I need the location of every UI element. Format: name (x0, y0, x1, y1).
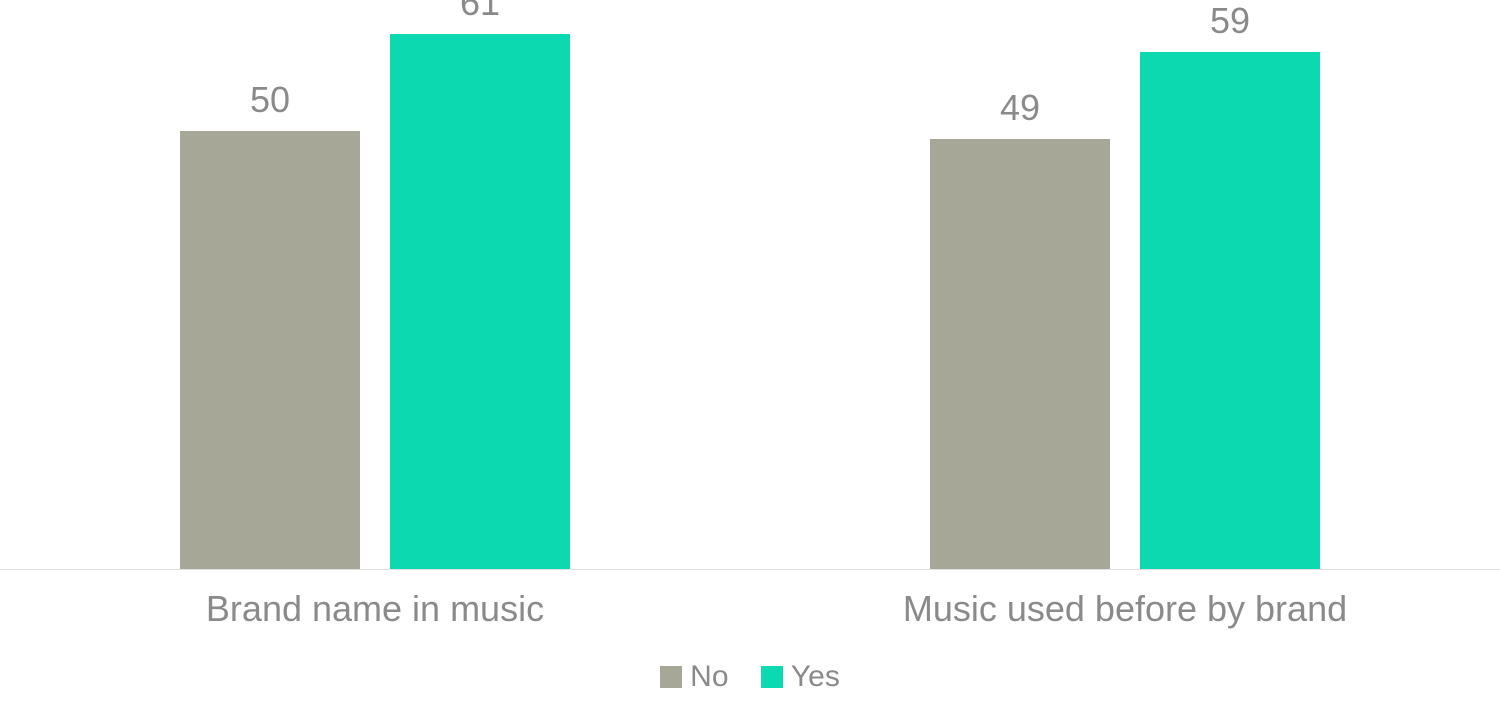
bar-no (930, 139, 1110, 569)
bar-value-label: 49 (930, 87, 1110, 129)
legend-label: Yes (791, 660, 840, 694)
bar-yes (390, 34, 570, 569)
legend-label: No (690, 660, 728, 694)
bar-chart: 50 61 49 59 Brand name in music Music us… (0, 0, 1500, 711)
bar-value-label: 50 (180, 79, 360, 121)
bar-value-label: 61 (390, 0, 570, 24)
bar-no (180, 131, 360, 569)
bar-yes (1140, 52, 1320, 569)
bar-group: 49 59 (750, 0, 1500, 569)
legend-item-yes: Yes (761, 660, 840, 694)
bar-value-label: 59 (1140, 0, 1320, 42)
legend-swatch (761, 666, 783, 688)
category-label: Music used before by brand (750, 588, 1500, 630)
legend: No Yes (0, 660, 1500, 696)
legend-swatch (660, 666, 682, 688)
legend-item-no: No (660, 660, 728, 694)
plot-area: 50 61 49 59 (0, 0, 1500, 570)
category-label: Brand name in music (0, 588, 750, 630)
bar-group: 50 61 (0, 0, 750, 569)
